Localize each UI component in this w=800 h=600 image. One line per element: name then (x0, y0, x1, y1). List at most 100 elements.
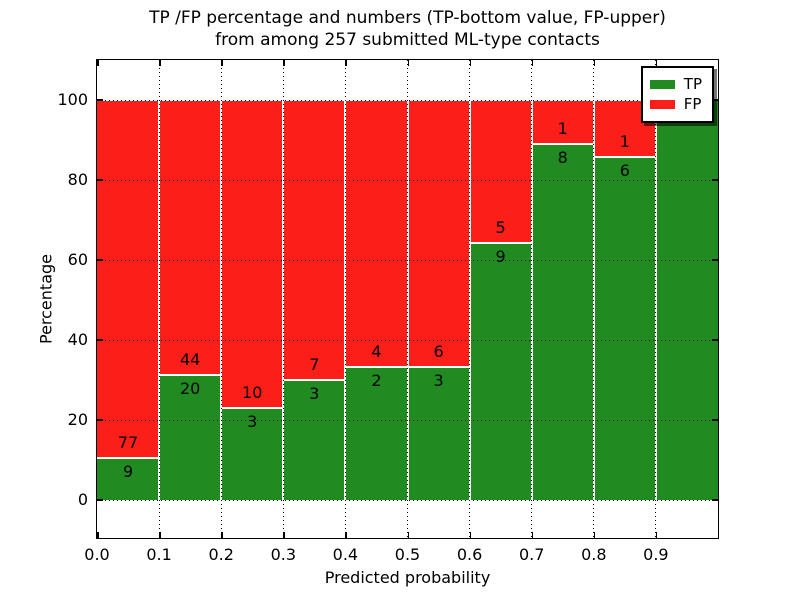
bar-edge (159, 374, 222, 376)
chart-title-line-2: from among 257 submitted ML-type contact… (215, 30, 600, 50)
bar-fp-segment (469, 100, 532, 243)
gridline-horizontal (97, 179, 718, 181)
y-tick-label: 60 (67, 250, 88, 269)
y-tick-label: 80 (67, 170, 88, 189)
x-tick-label: 0.5 (394, 545, 421, 564)
bar-tp-segment (159, 375, 222, 500)
y-tick-mark (97, 339, 103, 341)
x-tick-label: 0.6 (456, 545, 483, 564)
bar-fp-segment (283, 100, 346, 380)
legend-swatch-tp (649, 80, 675, 89)
legend-item-tp: TP (649, 75, 702, 93)
bar-fp-segment (97, 100, 160, 459)
x-tick-label: 0.2 (208, 545, 234, 564)
gridline-horizontal (97, 499, 718, 501)
x-tick-mark (221, 532, 223, 538)
gridline-vertical (282, 60, 284, 538)
x-tick-mark-top (97, 60, 99, 66)
legend-swatch-fp (649, 100, 675, 109)
legend-label: TP (683, 75, 702, 93)
bar-tp-segment (283, 380, 346, 500)
bar-fp-count-label: 5 (495, 217, 506, 237)
y-tick-mark (97, 179, 103, 181)
gridline-vertical (593, 60, 595, 538)
bar-edge (221, 406, 284, 409)
bar-edge (283, 379, 346, 381)
bar-edge (531, 143, 594, 146)
bar-tp-segment (407, 366, 470, 500)
y-tick-mark (97, 259, 103, 261)
x-tick-mark (655, 532, 658, 538)
bar-fp-count-label: 1 (557, 119, 568, 139)
x-tick-label: 0.3 (270, 545, 297, 564)
bar-fp-count-label: 10 (242, 382, 263, 402)
gridline-vertical (220, 60, 222, 538)
x-tick-mark-top (531, 60, 534, 66)
y-tick-mark-right (712, 339, 718, 341)
bar-tp-count-label: 3 (309, 384, 320, 403)
x-tick-label: 0.7 (518, 545, 545, 564)
bar-fp-segment (531, 100, 594, 145)
x-tick-mark-top (221, 60, 223, 66)
x-tick-label: 0.0 (84, 545, 110, 564)
bar-tp-segment (593, 157, 656, 500)
x-tick-mark-top (283, 60, 285, 66)
bar-tp-segment (97, 458, 160, 500)
y-tick-mark-right (712, 419, 718, 421)
bar-fp-segment (221, 100, 284, 408)
y-tick-mark-right (712, 259, 718, 261)
bar-tp-count-label: 20 (179, 379, 201, 398)
gridline-vertical (655, 60, 657, 538)
bar-tp-segment (345, 366, 408, 500)
gridline-vertical (469, 60, 471, 538)
x-tick-mark (283, 532, 285, 538)
gridline-vertical (407, 60, 408, 538)
y-tick-mark (97, 419, 103, 421)
x-tick-label: 0.1 (146, 545, 172, 564)
x-tick-mark (159, 532, 161, 538)
gridline-horizontal (97, 99, 718, 101)
bar-edge (407, 365, 470, 368)
x-tick-mark-top (159, 60, 161, 66)
x-tick-mark (469, 532, 472, 538)
gridline-horizontal (97, 259, 718, 261)
y-tick-mark (97, 499, 103, 501)
x-tick-mark-top (655, 60, 658, 66)
bar-tp-count-label: 2 (371, 370, 382, 390)
x-tick-mark (97, 532, 99, 538)
bar-tp-segment (469, 242, 532, 500)
x-tick-mark-top (407, 60, 409, 66)
y-tick-label: 40 (67, 330, 88, 349)
bar-edge (345, 365, 408, 368)
legend: TP FP (640, 66, 714, 123)
gridline-horizontal (97, 419, 718, 421)
bar-tp-count-label: 9 (122, 462, 134, 482)
bar-tp-count-label: 9 (495, 246, 506, 266)
x-tick-label: 0.9 (643, 545, 669, 564)
x-tick-mark-top (469, 60, 472, 66)
legend-label: FP (683, 95, 702, 113)
x-tick-mark-top (593, 60, 596, 66)
bar-tp-segment (221, 407, 284, 500)
y-tick-mark (97, 99, 103, 101)
x-tick-mark (407, 532, 409, 538)
x-tick-mark (531, 532, 534, 538)
bar-tp-count-label: 8 (557, 148, 568, 168)
bar-fp-segment (407, 100, 470, 367)
chart-title-line-1: TP /FP percentage and numbers (TP-bottom… (149, 8, 666, 28)
bar-fp-count-label: 44 (179, 350, 201, 369)
bar-tp-segment (655, 100, 718, 500)
y-tick-mark-right (712, 179, 718, 181)
gridline-vertical (158, 60, 160, 538)
y-tick-mark-right (712, 99, 718, 101)
bar-tp-count-label: 3 (433, 370, 444, 390)
x-tick-mark (345, 532, 347, 538)
bar-tp-count-label: 3 (247, 411, 258, 431)
bar-fp-count-label: 7 (309, 355, 320, 374)
y-tick-mark-right (712, 499, 718, 501)
bar-tp-count-label: 6 (619, 161, 630, 181)
chart-title: TP /FP percentage and numbers (TP-bottom… (96, 7, 719, 51)
bar-fp-count-label: 6 (433, 341, 444, 361)
x-tick-label: 0.4 (332, 545, 359, 564)
